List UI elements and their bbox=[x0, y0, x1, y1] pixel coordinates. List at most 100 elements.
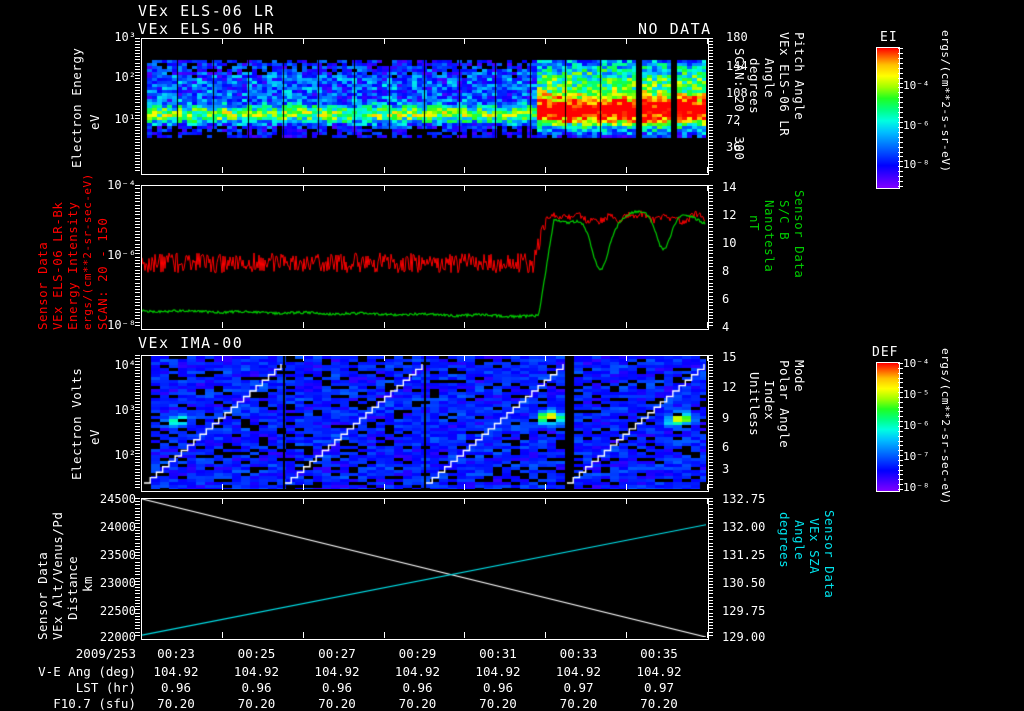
panel1-minor-tick-l-6 bbox=[135, 56, 140, 58]
panel2-minor-tick-l-8 bbox=[135, 211, 140, 212]
panel3-colorbar-tick-21 bbox=[898, 464, 903, 466]
panel2-xtick-bot-7 bbox=[707, 322, 708, 328]
panel3-minor-tick-l-31 bbox=[135, 450, 140, 452]
panel1-colorbar-tick-21 bbox=[898, 151, 903, 153]
panel3-minor-tick-r-24 bbox=[708, 428, 713, 430]
panel3-minor-tick-l-9 bbox=[135, 382, 140, 384]
panel3-colorbar-tick-2 bbox=[898, 372, 903, 374]
panel4-left-label-0: Sensor Data bbox=[35, 551, 50, 640]
panel3-minor-tick-l-36 bbox=[135, 465, 140, 467]
panel3-minor-tick-r-18 bbox=[708, 410, 713, 412]
panel1-minor-tick-l-39 bbox=[135, 157, 140, 159]
panel3-xtick-top-5 bbox=[545, 355, 547, 361]
panel3-xtick-bot-6 bbox=[626, 484, 628, 490]
panel4-right-label-0: Sensor Data bbox=[822, 510, 837, 599]
panel1-minor-tick-r-20 bbox=[708, 99, 713, 101]
panel2-minor-tick-r-43 bbox=[708, 324, 713, 326]
panel1-right-axis-l3: degrees bbox=[747, 58, 762, 115]
panel3-minor-tick-l-34 bbox=[135, 459, 140, 461]
panel4-minor-tick-r-28 bbox=[708, 587, 713, 589]
panel3-minor-tick-r-39 bbox=[708, 474, 713, 476]
panel3-colorbar-tick-14 bbox=[898, 430, 903, 432]
panel3-minor-tick-l-3 bbox=[135, 364, 140, 366]
panel4-minor-tick-l-33 bbox=[135, 603, 140, 604]
panel3-minor-tick-l-1 bbox=[135, 358, 140, 360]
panel2-xtick-top-7 bbox=[707, 185, 708, 191]
panel2-minor-tick-r-32 bbox=[708, 289, 713, 290]
panel4-minor-tick-l-37 bbox=[135, 615, 140, 617]
panel1-minor-tick-l-15 bbox=[135, 84, 140, 86]
panel3-minor-tick-r-16 bbox=[708, 404, 713, 406]
panel1-xtick-top-2 bbox=[302, 38, 304, 44]
panel3-xtick-bot-2 bbox=[302, 484, 304, 490]
panel1-rtick-4: 36 bbox=[726, 140, 741, 154]
panel4-left-label-3: km bbox=[80, 575, 95, 592]
panel1-minor-tick-l-36 bbox=[135, 148, 140, 150]
panel1-right-axis-l4: SCAN: 20 - 300 bbox=[732, 48, 747, 161]
panel1-minor-tick-r-40 bbox=[708, 160, 713, 162]
panel2-minor-tick-r-6 bbox=[708, 204, 713, 206]
panel3-minor-tick-r-41 bbox=[708, 480, 713, 482]
panel2-minor-tick-r-19 bbox=[708, 246, 713, 248]
panel4-minor-tick-l-13 bbox=[135, 539, 140, 541]
panel3-colorbar-tick-5 bbox=[898, 387, 903, 389]
panel-altitude-sza bbox=[141, 498, 709, 640]
panel1-minor-tick-r-41 bbox=[708, 163, 713, 165]
panel4-minor-tick-r-5 bbox=[708, 513, 713, 515]
panel2-xtick-bot-4 bbox=[464, 322, 466, 328]
panel3-minor-tick-l-40 bbox=[135, 477, 140, 479]
panel2-minor-tick-l-36 bbox=[135, 302, 140, 303]
panel4-rtick-4: 129.75 bbox=[722, 604, 766, 618]
panel4-minor-tick-l-21 bbox=[135, 564, 140, 566]
panel3-minor-tick-l-26 bbox=[135, 434, 140, 436]
panel3-minor-tick-l-16 bbox=[135, 404, 140, 406]
panel4-xtick-top-0 bbox=[141, 498, 142, 504]
panel4-minor-tick-r-14 bbox=[708, 542, 713, 544]
panel2-left-label-3: ergs/(cm**2-sr-sec-eV) bbox=[81, 173, 94, 330]
panel1-minor-tick-r-32 bbox=[708, 136, 713, 138]
panel3-minor-tick-r-20 bbox=[708, 416, 713, 418]
panel3-minor-tick-r-2 bbox=[708, 361, 713, 363]
panel4-xtick-top-7 bbox=[707, 498, 708, 504]
panel4-minor-tick-l-40 bbox=[135, 625, 140, 627]
panel3-minor-tick-r-19 bbox=[708, 413, 713, 415]
panel3-minor-tick-r-43 bbox=[708, 486, 713, 488]
panel1-minor-tick-r-3 bbox=[708, 47, 713, 49]
panel1-left-axis-unit: eV bbox=[87, 113, 102, 130]
panel1-colorbar-tick-22 bbox=[898, 156, 903, 158]
panel3-right-label-2: Index bbox=[762, 380, 777, 421]
panel3-colorbar-tick-18 bbox=[898, 450, 903, 452]
panel1-minor-tick-r-30 bbox=[708, 130, 713, 132]
panel2-minor-tick-r-23 bbox=[708, 259, 713, 261]
panel1-minor-tick-r-26 bbox=[708, 117, 713, 119]
panel1-colorbar-tick-3 bbox=[898, 62, 903, 64]
panel1-colorbar-tick-14 bbox=[898, 117, 903, 118]
panel4-minor-tick-l-24 bbox=[135, 574, 140, 576]
panel1-colorbar-tick-11 bbox=[898, 102, 903, 104]
panel1-minor-tick-l-26 bbox=[135, 117, 140, 119]
panel1-minor-tick-l-28 bbox=[135, 123, 140, 125]
panel3-minor-tick-l-30 bbox=[135, 447, 140, 449]
table-rowlabel-1: LST (hr) bbox=[75, 680, 136, 695]
panel4-xtick-top-3 bbox=[383, 498, 385, 504]
panel3-colorbar-tick-11 bbox=[898, 416, 903, 418]
panel4-minor-tick-r-22 bbox=[708, 568, 713, 569]
panel4-minor-tick-r-40 bbox=[708, 625, 713, 627]
panel4-right-label-1: VEx SZA bbox=[807, 518, 822, 575]
panel1-minor-tick-r-34 bbox=[708, 142, 713, 144]
panel4-xtick-bot-2 bbox=[302, 632, 304, 638]
panel1-minor-tick-l-24 bbox=[135, 111, 140, 113]
panel1-minor-tick-l-10 bbox=[135, 68, 140, 70]
panel1-cb-tick-0: 10⁻⁴ bbox=[903, 79, 930, 92]
panel4-minor-tick-r-9 bbox=[708, 526, 713, 528]
panel3-colorbar-tick-8 bbox=[898, 401, 903, 403]
panel4-minor-tick-l-19 bbox=[135, 558, 140, 560]
panel1-ytick-1: 10² bbox=[114, 70, 136, 84]
panel3-minor-tick-l-25 bbox=[135, 431, 140, 433]
panel4-xtick-top-1 bbox=[221, 498, 223, 504]
panel2-minor-tick-r-21 bbox=[708, 253, 713, 255]
panel2-minor-tick-r-22 bbox=[708, 256, 713, 258]
table-cell-r0-c2: 104.92 bbox=[314, 664, 360, 679]
panel3-minor-tick-r-40 bbox=[708, 477, 713, 479]
panel2-minor-tick-r-24 bbox=[708, 263, 713, 264]
